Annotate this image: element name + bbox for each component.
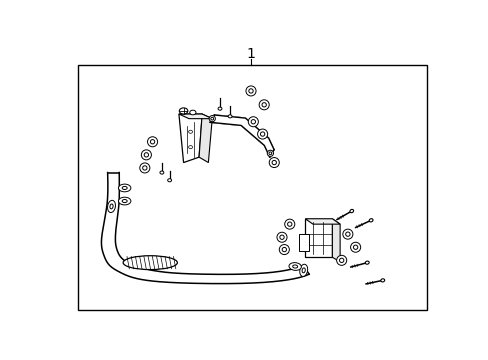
Ellipse shape [150, 140, 154, 144]
Ellipse shape [110, 204, 113, 209]
Ellipse shape [268, 152, 271, 155]
Polygon shape [210, 115, 273, 157]
Ellipse shape [365, 261, 368, 264]
Bar [78, 65, 426, 310]
Ellipse shape [259, 100, 269, 110]
Polygon shape [305, 219, 340, 224]
Ellipse shape [167, 179, 171, 182]
Polygon shape [101, 172, 308, 283]
Ellipse shape [248, 89, 253, 93]
Ellipse shape [144, 153, 148, 157]
Ellipse shape [342, 229, 352, 239]
Ellipse shape [349, 210, 353, 213]
Ellipse shape [189, 110, 196, 115]
Ellipse shape [251, 120, 255, 124]
Ellipse shape [279, 244, 289, 255]
Ellipse shape [350, 242, 360, 252]
Ellipse shape [118, 184, 131, 192]
Ellipse shape [353, 245, 357, 249]
Polygon shape [305, 219, 332, 257]
Ellipse shape [345, 232, 349, 236]
Ellipse shape [380, 279, 384, 282]
Ellipse shape [260, 132, 264, 136]
Ellipse shape [292, 265, 297, 268]
Ellipse shape [245, 86, 256, 96]
Ellipse shape [269, 158, 279, 167]
Ellipse shape [123, 256, 177, 270]
Ellipse shape [288, 263, 301, 270]
Ellipse shape [122, 186, 127, 189]
Ellipse shape [142, 166, 147, 170]
Polygon shape [332, 219, 340, 262]
Ellipse shape [282, 247, 286, 252]
Ellipse shape [299, 264, 307, 276]
Ellipse shape [262, 103, 266, 107]
Ellipse shape [339, 258, 343, 262]
Ellipse shape [141, 150, 151, 160]
Ellipse shape [210, 117, 213, 120]
Polygon shape [199, 114, 212, 163]
Ellipse shape [188, 145, 192, 149]
Polygon shape [179, 114, 212, 119]
Ellipse shape [218, 107, 222, 110]
FancyBboxPatch shape [298, 234, 308, 252]
Ellipse shape [188, 130, 192, 133]
Ellipse shape [107, 200, 115, 212]
Ellipse shape [147, 137, 157, 147]
Ellipse shape [140, 163, 149, 173]
Ellipse shape [248, 117, 258, 127]
Ellipse shape [302, 268, 305, 273]
Ellipse shape [267, 150, 273, 156]
Ellipse shape [228, 115, 231, 118]
Ellipse shape [279, 235, 284, 239]
Ellipse shape [287, 222, 291, 226]
Ellipse shape [271, 161, 276, 165]
Ellipse shape [276, 232, 286, 242]
Ellipse shape [179, 108, 187, 114]
Ellipse shape [257, 129, 267, 139]
Ellipse shape [336, 255, 346, 265]
Text: 1: 1 [246, 47, 255, 61]
Polygon shape [179, 114, 202, 163]
Ellipse shape [368, 219, 372, 222]
Ellipse shape [122, 199, 127, 203]
Ellipse shape [160, 171, 163, 174]
Ellipse shape [209, 116, 215, 122]
Ellipse shape [118, 197, 131, 205]
Ellipse shape [284, 219, 294, 229]
